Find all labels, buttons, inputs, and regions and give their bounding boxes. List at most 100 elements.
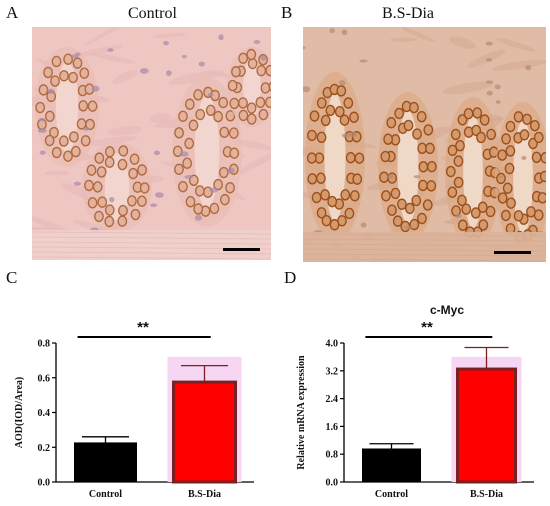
muscle-layer: [32, 230, 271, 260]
stromal-nucleus: [525, 64, 532, 71]
nucleus: [193, 203, 204, 215]
significance-stars: **: [421, 319, 433, 336]
nucleus: [306, 152, 317, 164]
crypt-lumen: [55, 62, 79, 152]
nucleus: [43, 66, 53, 79]
micrograph-bsdia: [303, 27, 546, 262]
muscle-fiber: [303, 253, 546, 257]
muscle-fiber: [303, 258, 546, 262]
stroma-fiber: [442, 81, 494, 95]
nucleus: [44, 110, 55, 123]
nucleus: [537, 192, 546, 204]
crypt-lumen: [397, 110, 419, 224]
stromal-nucleus: [165, 70, 172, 76]
nucleus: [38, 84, 49, 96]
nucleus: [213, 178, 224, 191]
nucleus: [219, 126, 230, 138]
muscle-fiber: [32, 231, 271, 235]
nucleus: [311, 191, 322, 204]
nucleus: [500, 209, 511, 222]
stromal-nucleus: [253, 39, 261, 45]
stromal-nucleus: [194, 214, 203, 221]
nucleus: [194, 185, 205, 197]
nucleus: [411, 194, 422, 207]
chart-c-svg: 0.0 0.2 0.4 0.6 0.8 AOD(IOD/Area) Control B.S-D…: [14, 319, 254, 500]
stroma-fiber: [91, 53, 135, 64]
nucleus: [104, 215, 115, 228]
nucleus: [381, 190, 391, 202]
nucleus: [513, 111, 524, 123]
nucleus: [307, 129, 317, 142]
nucleus: [485, 205, 496, 218]
nucleus: [472, 107, 483, 119]
nucleus: [195, 108, 206, 121]
nucleus: [540, 152, 546, 164]
nucleus: [182, 157, 193, 169]
scale-bar-a: [223, 248, 260, 251]
significance-stars: **: [137, 319, 149, 336]
nucleus: [426, 180, 437, 192]
nucleus: [238, 97, 248, 109]
stromal-nucleus: [82, 127, 89, 131]
nucleus: [96, 166, 107, 178]
stromal-nucleus: [153, 150, 161, 156]
nucleus: [184, 137, 195, 150]
nucleus: [461, 203, 472, 215]
stroma-fiber: [44, 170, 70, 176]
nucleus: [219, 193, 230, 206]
nucleus: [316, 97, 327, 109]
stroma-fiber: [389, 37, 418, 42]
nucleus: [336, 85, 347, 97]
stromal-nucleus: [91, 85, 100, 92]
stromal-nucleus: [303, 46, 306, 50]
nucleus: [470, 207, 481, 219]
nucleus: [325, 104, 336, 117]
stroma-fiber: [400, 27, 436, 43]
nucleus: [51, 146, 62, 159]
nucleus: [104, 156, 115, 168]
nucleus: [380, 150, 391, 163]
nucleus: [193, 89, 203, 101]
muscle-fiber: [303, 233, 546, 237]
nucleus: [118, 204, 128, 217]
nucleus: [184, 98, 195, 110]
nucleus: [403, 119, 414, 132]
micrograph-bsdia-image: [303, 27, 546, 262]
muscle-fiber: [303, 243, 546, 247]
nucleus: [128, 167, 139, 180]
nucleus: [238, 52, 249, 65]
nucleus: [35, 101, 46, 114]
nucleus: [390, 187, 401, 200]
nucleus: [476, 131, 486, 144]
y-tick-label: 0.8: [38, 339, 51, 350]
nucleus: [479, 114, 490, 126]
stromal-nucleus: [485, 58, 493, 62]
muscle-fiber: [303, 238, 546, 242]
stromal-nucleus: [75, 52, 81, 56]
muscle-layer: [303, 232, 546, 262]
nucleus: [409, 218, 420, 231]
nucleus: [505, 120, 516, 133]
nucleus: [320, 189, 330, 201]
x-tick-label: B.S-Dia: [188, 489, 221, 500]
nucleus: [533, 131, 544, 144]
nucleus: [258, 108, 269, 121]
nucleus: [316, 207, 327, 219]
nucleus: [397, 198, 407, 210]
nucleus: [68, 131, 79, 143]
nucleus: [255, 96, 266, 109]
nucleus: [139, 182, 150, 194]
nucleus: [327, 195, 338, 208]
nucleus: [44, 134, 55, 147]
y-tick-label: 0.2: [38, 443, 51, 454]
nucleus: [63, 150, 73, 162]
nucleus: [533, 209, 544, 221]
crypt-lumen: [194, 95, 220, 209]
stromal-nucleus: [485, 41, 493, 46]
nucleus: [104, 204, 115, 216]
nucleus: [334, 105, 345, 118]
bar-bsdia: [172, 380, 237, 484]
nucleus: [329, 219, 340, 231]
panel-b-title: B.S-Dia: [382, 5, 434, 22]
x-tick-label: Control: [89, 489, 122, 500]
